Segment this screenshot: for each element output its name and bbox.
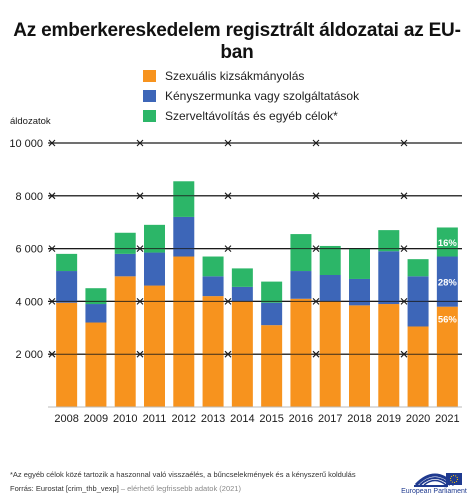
x-tick-label: 2019 <box>377 413 401 425</box>
bar-segment <box>349 278 370 306</box>
bar-segment <box>114 276 136 407</box>
bar-segment <box>378 251 400 305</box>
x-tick-label: 2017 <box>318 413 342 425</box>
legend-swatch-green <box>143 110 156 122</box>
bar-segment <box>202 276 224 297</box>
legend-swatch-orange <box>143 70 156 82</box>
bar-segment <box>85 322 107 407</box>
labels-layer: 56% 28% 16% <box>438 238 458 326</box>
barb-knot <box>224 139 232 147</box>
y-axis-title: áldozatok <box>10 116 51 127</box>
legend-item-organ-removal: Szerveltávolítás és egyéb célok* <box>143 106 359 126</box>
bar-segment <box>56 302 78 407</box>
european-parliament-logo-icon <box>414 473 462 487</box>
bar-segment <box>144 252 165 286</box>
chart-title: Az emberkereskedelem regisztrált áldozat… <box>13 20 461 63</box>
bars-layer <box>56 181 458 407</box>
bar-segment <box>349 248 370 279</box>
data-label: 56% <box>438 315 458 326</box>
bar-segment <box>144 224 165 253</box>
bar-segment <box>114 232 136 254</box>
legend-label: Szexuális kizsákmányolás <box>165 69 305 83</box>
barb-knot <box>312 139 320 147</box>
barb-knot <box>400 139 408 147</box>
x-tick-label: 2015 <box>259 413 283 425</box>
bar-segment <box>319 275 341 302</box>
bar-segment <box>202 256 224 277</box>
data-label: 16% <box>438 238 458 249</box>
bar-segment <box>378 230 400 252</box>
y-tick-label: 6 000 <box>15 244 43 256</box>
source-text: Forrás: Eurostat [crim_thb_vexp] <box>10 484 119 493</box>
source-line: Forrás: Eurostat [crim_thb_vexp] – elérh… <box>10 484 241 493</box>
legend-item-sexual-exploitation: Szexuális kizsákmányolás <box>143 66 359 86</box>
bar-segment <box>378 304 400 407</box>
bar-segment <box>436 306 458 407</box>
x-tick-label: 2014 <box>230 413 254 425</box>
x-tick-label: 2018 <box>347 413 371 425</box>
bar-segment <box>407 259 429 277</box>
bar-segment <box>56 271 78 303</box>
bar-segment <box>114 253 136 277</box>
bar-segment <box>85 304 107 323</box>
legend: Szexuális kizsákmányolás Kényszermunka v… <box>143 66 359 126</box>
bar-segment <box>173 256 195 407</box>
bar-segment <box>290 271 312 299</box>
x-tick-label: 2013 <box>201 413 225 425</box>
axis-layer: áldozatok 2 000 4 000 6 000 8 000 10 000 2008 2… <box>9 116 462 425</box>
barb-knot <box>48 139 56 147</box>
x-tick-label: 2008 <box>54 413 78 425</box>
x-tick-label: 2021 <box>435 413 459 425</box>
bar-segment <box>349 305 370 407</box>
barb-knot <box>136 139 144 147</box>
legend-label: Szerveltávolítás és egyéb célok* <box>165 109 338 123</box>
logo-text: European Parliament <box>401 488 467 495</box>
y-tick-label: 10 000 <box>9 138 43 150</box>
source-extra: – elérhető legfrissebb adatok (2021) <box>118 484 241 493</box>
bar-segment <box>231 286 253 302</box>
chart-plot: 56% 28% 16% áldozatok 2 000 4 000 6 000 8 000 1… <box>9 116 462 425</box>
bar-segment <box>56 253 78 272</box>
bar-segment <box>290 298 312 407</box>
bar-segment <box>407 326 429 407</box>
bar-segment <box>436 256 458 307</box>
y-tick-label: 4 000 <box>15 296 43 308</box>
barbed-wire-layer <box>48 139 462 358</box>
x-tick-label: 2010 <box>113 413 137 425</box>
x-tick-label: 2011 <box>143 413 167 425</box>
x-tick-label: 2009 <box>84 413 108 425</box>
x-tick-label: 2012 <box>172 413 196 425</box>
bar-segment <box>261 302 283 326</box>
y-tick-label: 2 000 <box>15 349 43 361</box>
legend-label: Kényszermunka vagy szolgáltatások <box>165 89 360 103</box>
bar-segment <box>436 227 458 257</box>
bar-segment <box>144 285 165 407</box>
bar-segment <box>173 181 195 217</box>
bar-segment <box>85 288 107 305</box>
bar-segment <box>202 296 224 407</box>
bar-segment <box>173 216 195 257</box>
legend-swatch-blue <box>143 90 156 102</box>
y-tick-label: 8 000 <box>15 191 43 203</box>
legend-item-forced-labour: Kényszermunka vagy szolgáltatások <box>143 86 359 106</box>
footnote: *Az egyéb célok közé tartozik a haszonna… <box>10 470 356 479</box>
x-tick-label: 2020 <box>406 413 430 425</box>
bar-segment <box>231 268 253 287</box>
x-tick-label: 2016 <box>289 413 313 425</box>
bar-segment <box>261 325 283 407</box>
bar-segment <box>319 245 341 275</box>
data-label: 28% <box>438 278 458 289</box>
bar-segment <box>290 234 312 272</box>
bar-segment <box>261 281 283 303</box>
